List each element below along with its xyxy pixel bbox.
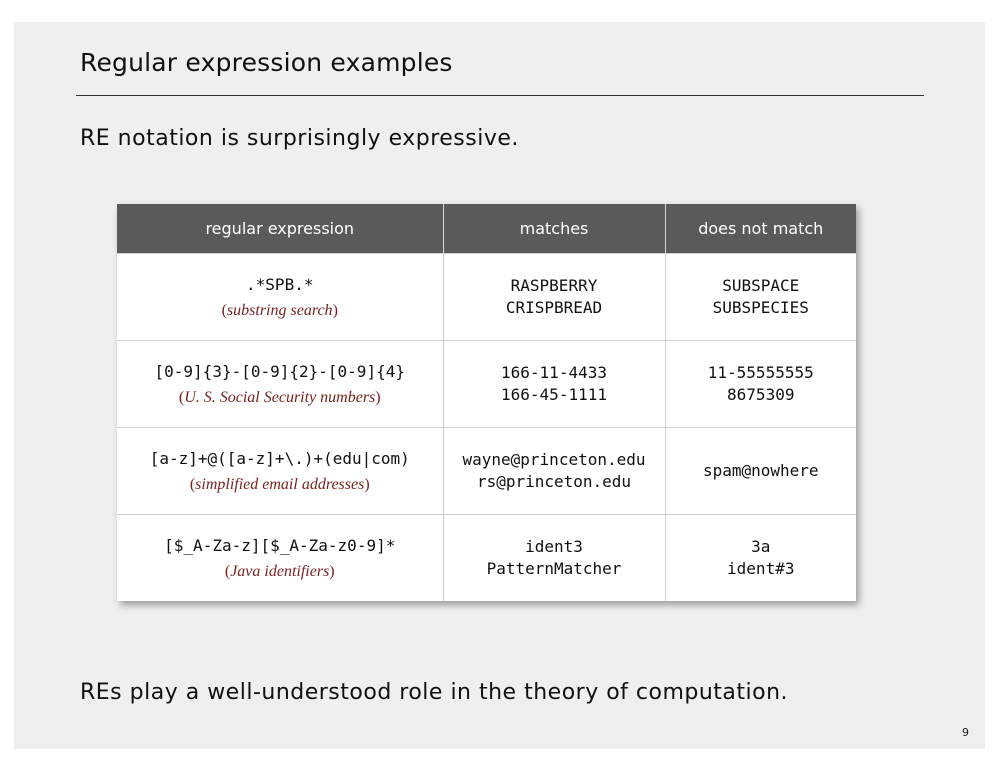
match-example: ident3 xyxy=(525,537,583,556)
non-matches-cell: SUBSPACE SUBSPECIES xyxy=(665,253,856,341)
header-does-not-match: does not match xyxy=(665,204,856,254)
non-match-example: 3a xyxy=(751,537,771,556)
non-match-example: SUBSPECIES xyxy=(712,298,809,317)
match-example: RASPBERRY xyxy=(510,276,598,295)
regex-text: .*SPB.* xyxy=(246,275,314,294)
regex-cell: [a-z]+@([a-z]+\.)+(edu|com) (simplified … xyxy=(117,427,444,515)
non-match-example: 8675309 xyxy=(727,385,795,404)
match-example: CRISPBREAD xyxy=(505,298,603,317)
regex-text: [0-9]{3}-[0-9]{2}-[0-9]{4} xyxy=(154,362,405,381)
slide: Regular expression examples RE notation … xyxy=(14,22,985,749)
match-example: wayne@princeton.edu xyxy=(462,450,646,469)
footer-statement: REs play a well-understood role in the t… xyxy=(80,680,789,705)
regex-description: (Java identifiers) xyxy=(117,563,443,581)
match-example: rs@princeton.edu xyxy=(476,472,632,491)
regex-description: (substring search) xyxy=(117,302,443,320)
non-match-example: 11-55555555 xyxy=(707,363,814,382)
non-matches-cell: 11-55555555 8675309 xyxy=(665,340,856,428)
non-matches-cell: 3a ident#3 xyxy=(665,514,856,601)
non-match-example: ident#3 xyxy=(727,559,795,578)
regex-description: (U. S. Social Security numbers) xyxy=(117,389,443,407)
header-matches: matches xyxy=(443,204,666,254)
matches-cell: ident3 PatternMatcher xyxy=(443,514,666,601)
matches-cell: wayne@princeton.edu rs@princeton.edu xyxy=(443,427,666,515)
header-regular-expression: regular expression xyxy=(117,204,444,254)
table-row: .*SPB.* (substring search) RASPBERRY CRI… xyxy=(117,253,856,341)
non-matches-cell: spam@nowhere xyxy=(665,427,856,515)
note-text: Java identifiers xyxy=(230,563,330,580)
table-row: [$_A-Za-z][$_A-Za-z0-9]* (Java identifie… xyxy=(117,514,856,601)
note-open-paren: ( xyxy=(224,563,231,580)
matches-cell: 166-11-4433 166-45-1111 xyxy=(443,340,666,428)
regex-description: (simplified email addresses) xyxy=(117,476,443,494)
note-close-paren: ) xyxy=(364,476,370,493)
regex-text: [a-z]+@([a-z]+\.)+(edu|com) xyxy=(149,449,410,468)
note-close-paren: ) xyxy=(329,563,335,580)
note-close-paren: ) xyxy=(375,389,381,406)
table-row: [0-9]{3}-[0-9]{2}-[0-9]{4} (U. S. Social… xyxy=(117,340,856,428)
non-match-example: spam@nowhere xyxy=(702,461,819,480)
note-open-paren: ( xyxy=(189,476,196,493)
title-divider xyxy=(76,95,924,96)
note-close-paren: ) xyxy=(332,302,338,319)
regex-table: regular expression matches does not matc… xyxy=(117,204,856,601)
non-match-example: SUBSPACE xyxy=(722,276,800,295)
table-header-row: regular expression matches does not matc… xyxy=(117,204,856,254)
note-text: U. S. Social Security numbers xyxy=(184,389,376,406)
note-open-paren: ( xyxy=(178,389,185,406)
page-number: 9 xyxy=(962,726,969,739)
match-example: PatternMatcher xyxy=(486,559,622,578)
note-text: substring search xyxy=(226,302,333,319)
match-example: 166-11-4433 xyxy=(501,363,607,382)
matches-cell: RASPBERRY CRISPBREAD xyxy=(443,253,666,341)
regex-examples-table: regular expression matches does not matc… xyxy=(117,204,856,601)
match-example: 166-45-1111 xyxy=(501,385,607,404)
regex-cell: .*SPB.* (substring search) xyxy=(117,253,444,341)
note-open-paren: ( xyxy=(221,302,227,319)
slide-subtitle: RE notation is surprisingly expressive. xyxy=(80,126,519,151)
regex-text: [$_A-Za-z][$_A-Za-z0-9]* xyxy=(164,536,396,555)
regex-cell: [0-9]{3}-[0-9]{2}-[0-9]{4} (U. S. Social… xyxy=(117,340,444,428)
note-text: simplified email addresses xyxy=(195,476,365,493)
slide-title: Regular expression examples xyxy=(80,48,453,77)
regex-cell: [$_A-Za-z][$_A-Za-z0-9]* (Java identifie… xyxy=(117,514,444,601)
table-row: [a-z]+@([a-z]+\.)+(edu|com) (simplified … xyxy=(117,427,856,515)
